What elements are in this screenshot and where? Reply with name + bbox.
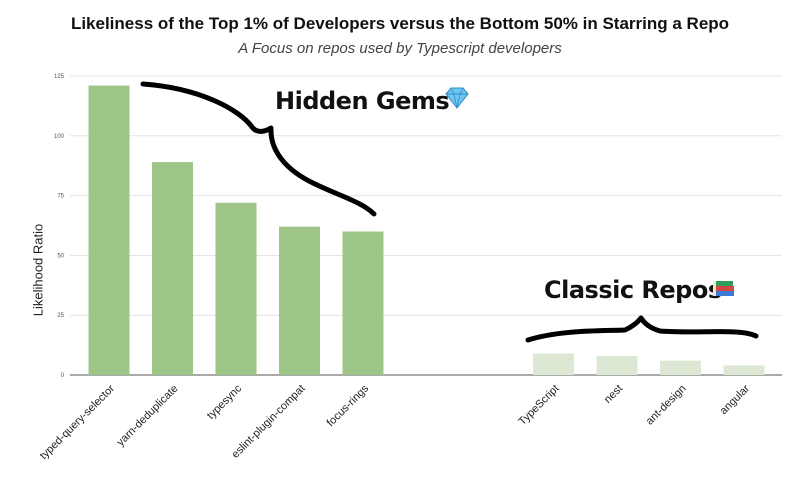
gem-icon	[445, 87, 469, 109]
y-tick-label: 50	[57, 253, 64, 259]
hidden-gems-annotation: Hidden Gems	[275, 87, 449, 115]
hidden-gems-brace	[140, 81, 377, 217]
bar-typesync	[215, 202, 257, 375]
bar-typescript	[533, 353, 574, 375]
x-tick-label: ant-design	[644, 383, 689, 428]
x-tick-label: typed-query-selector	[38, 382, 118, 462]
bar-focus-rings	[342, 231, 384, 375]
x-tick-label: eslint-plugin-compat	[230, 383, 308, 461]
bar-ant-design	[660, 360, 701, 375]
y-tick-label: 100	[54, 134, 65, 140]
bar-yarn-deduplicate	[152, 162, 193, 375]
classic-repos-brace	[525, 315, 759, 343]
bar-angular	[723, 365, 765, 375]
bar-eslint-plugin-compat	[279, 226, 320, 375]
y-tick-label: 75	[57, 194, 64, 200]
annotation-braces	[140, 81, 759, 343]
chart-title: Likeliness of the Top 1% of Developers v…	[70, 14, 730, 33]
x-tick-label: yarn-deduplicate	[115, 383, 181, 449]
annotations: Hidden Gems Classic Repos	[275, 87, 734, 304]
bars	[88, 85, 765, 376]
x-tick-label: typesync	[205, 382, 245, 422]
y-tick-label: 0	[61, 373, 65, 379]
bar-nest	[596, 355, 638, 375]
y-tick-label: 25	[57, 313, 64, 319]
bar-typed-query-selector	[88, 85, 130, 376]
books-icon	[713, 281, 734, 296]
x-tick-label: focus-rings	[325, 382, 372, 429]
x-tick-label: TypeScript	[516, 383, 561, 428]
chart-subtitle: A Focus on repos used by Typescript deve…	[238, 40, 562, 57]
x-tick-label: angular	[718, 382, 753, 417]
classic-repos-annotation: Classic Repos	[544, 276, 722, 304]
x-tick-label: nest	[602, 383, 625, 406]
y-tick-label: 125	[54, 74, 65, 80]
